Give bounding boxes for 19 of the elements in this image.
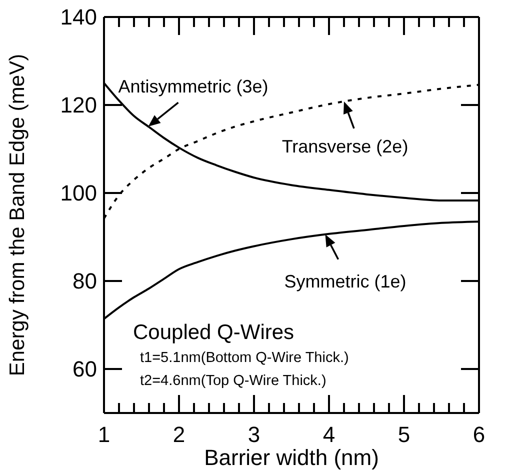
y-axis-title: Energy from the Band Edge (meV) [6, 54, 29, 376]
annotation: Antisymmetric (3e) [118, 76, 268, 97]
y-tick-label: 120 [60, 92, 97, 118]
annotation: t2=4.6nm(Top Q-Wire Thick.) [140, 373, 326, 389]
annotation: Symmetric (1e) [284, 271, 406, 292]
x-tick-label: 2 [172, 422, 186, 447]
x-tick-label: 3 [248, 422, 260, 447]
y-tick-label: 80 [72, 268, 97, 294]
x-axis-title: Barrier width (nm) [204, 445, 379, 470]
y-tick-label: 60 [72, 356, 97, 382]
y-tick-label: 140 [60, 4, 97, 30]
annotation: Coupled Q-Wires [133, 321, 294, 344]
y-tick-label: 100 [60, 180, 97, 206]
x-tick-label: 6 [472, 422, 486, 447]
x-tick-label: 5 [398, 422, 410, 447]
x-tick-label: 4 [322, 422, 336, 447]
x-tick-label: 1 [98, 422, 110, 447]
annotation: t1=5.1nm(Bottom Q-Wire Thick.) [140, 350, 349, 366]
annotation: Transverse (2e) [282, 136, 408, 156]
